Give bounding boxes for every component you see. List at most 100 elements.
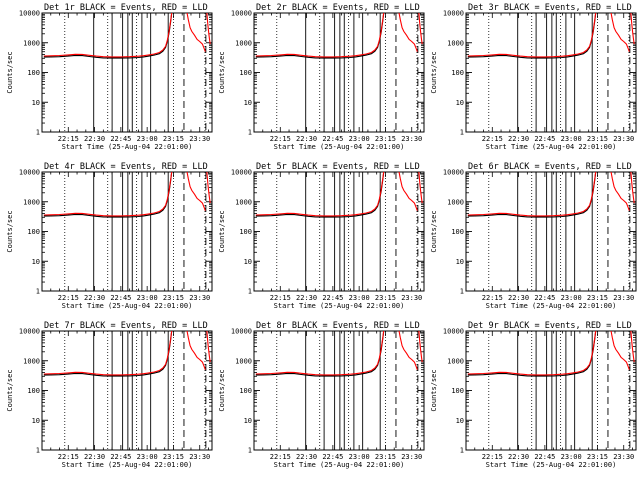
x-axis-label: Start Time (25-Aug-04 22:01:00) <box>274 461 405 469</box>
series-line-lld-2 <box>610 172 630 211</box>
series-line-lld-1 <box>43 172 173 217</box>
series-line-lld-3 <box>206 172 211 204</box>
series-line-lld-1 <box>255 331 385 376</box>
x-tick-label: 23:30 <box>613 453 634 461</box>
panel-5: Det 5r BLACK = Events, RED = LLD 1 10 100 10… <box>218 162 425 310</box>
y-tick-label: 100 <box>239 228 252 236</box>
x-axis-label: Start Time (25-Aug-04 22:01:00) <box>62 302 193 310</box>
series-group <box>43 331 211 377</box>
series-line-lld-1 <box>255 172 385 217</box>
series-group <box>43 13 211 59</box>
y-tick-label: 1000 <box>447 357 464 365</box>
y-tick-label: 1 <box>36 447 40 455</box>
x-tick-label: 23:30 <box>401 135 422 143</box>
x-tick-label: 22:45 <box>322 294 343 302</box>
x-tick-label: 22:15 <box>270 294 291 302</box>
plot-frame <box>253 171 425 292</box>
plot-frame <box>465 171 637 292</box>
marker-lines <box>276 331 419 450</box>
y-tick-label: 1000 <box>23 39 40 47</box>
x-tick-label: 23:00 <box>349 294 370 302</box>
y-tick-label: 10 <box>456 258 464 266</box>
y-tick-label: 1 <box>248 129 252 137</box>
marker-lines <box>276 172 419 291</box>
plot-frame <box>253 12 425 133</box>
x-tick-label: 23:15 <box>163 294 184 302</box>
x-tick-label: 22:45 <box>110 453 131 461</box>
y-tick-label: 10 <box>456 99 464 107</box>
panel-title: Det 3r BLACK = Events, RED = LLD <box>468 3 632 13</box>
marker-lines <box>488 172 631 291</box>
y-tick-label: 100 <box>239 387 252 395</box>
y-axis-label: Counts/sec <box>218 210 226 252</box>
y-tick-label: 1000 <box>235 39 252 47</box>
series-group <box>43 172 211 218</box>
x-tick-label: 22:30 <box>84 453 105 461</box>
panel-2: Det 2r BLACK = Events, RED = LLD 1 10 100 10… <box>218 3 425 151</box>
plot-frame <box>465 330 637 451</box>
x-tick-label: 22:15 <box>58 453 79 461</box>
y-tick-label: 100 <box>451 228 464 236</box>
y-tick-label: 1000 <box>235 198 252 206</box>
x-tick-label: 22:45 <box>322 135 343 143</box>
series-line-lld-3 <box>206 13 211 45</box>
x-tick-label: 23:00 <box>137 294 158 302</box>
series-line-lld-2 <box>610 331 630 370</box>
y-tick-label: 1 <box>36 288 40 296</box>
x-tick-label: 22:15 <box>58 135 79 143</box>
series-line-lld-2 <box>186 13 206 52</box>
y-tick-label: 10 <box>456 417 464 425</box>
marker-lines <box>64 172 207 291</box>
panel-title: Det 2r BLACK = Events, RED = LLD <box>256 3 420 13</box>
y-axis-label: Counts/sec <box>6 51 14 93</box>
series-line-lld-3 <box>630 172 635 204</box>
plot-frame <box>41 330 213 451</box>
y-tick-label: 10 <box>244 258 252 266</box>
x-tick-label: 23:00 <box>137 135 158 143</box>
x-tick-label: 22:30 <box>508 453 529 461</box>
x-tick-label: 22:30 <box>84 135 105 143</box>
series-line-lld-1 <box>467 172 597 217</box>
x-tick-label: 23:00 <box>349 135 370 143</box>
panel-title: Det 9r BLACK = Events, RED = LLD <box>468 321 632 331</box>
y-tick-label: 100 <box>27 228 40 236</box>
x-tick-label: 22:30 <box>296 453 317 461</box>
x-tick-label: 23:00 <box>137 453 158 461</box>
x-tick-label: 23:30 <box>189 294 210 302</box>
y-tick-label: 1000 <box>23 198 40 206</box>
y-tick-label: 100 <box>27 387 40 395</box>
panel-7: Det 7r BLACK = Events, RED = LLD 1 10 100 10… <box>6 321 213 469</box>
x-tick-label: 23:30 <box>401 294 422 302</box>
x-tick-label: 23:00 <box>561 453 582 461</box>
panel-title: Det 8r BLACK = Events, RED = LLD <box>256 321 420 331</box>
y-tick-label: 1000 <box>23 357 40 365</box>
y-axis-label: Counts/sec <box>430 369 438 411</box>
y-axis-label: Counts/sec <box>218 369 226 411</box>
y-tick-label: 100 <box>451 387 464 395</box>
y-tick-label: 1000 <box>447 39 464 47</box>
panel-4: Det 4r BLACK = Events, RED = LLD 1 10 100 10… <box>6 162 213 310</box>
series-line-lld-2 <box>186 331 206 370</box>
panel-8: Det 8r BLACK = Events, RED = LLD 1 10 100 10… <box>218 321 425 469</box>
y-tick-label: 100 <box>239 69 252 77</box>
plot-frame <box>253 330 425 451</box>
series-line-lld-1 <box>255 13 385 58</box>
y-tick-label: 10000 <box>443 328 464 336</box>
series-line-lld-3 <box>206 331 211 363</box>
marker-lines <box>64 331 207 450</box>
y-axis-label: Counts/sec <box>6 210 14 252</box>
series-line-lld-2 <box>186 172 206 211</box>
series-line-lld-2 <box>398 331 418 370</box>
x-tick-label: 23:15 <box>587 294 608 302</box>
x-tick-label: 22:45 <box>534 135 555 143</box>
panel-title: Det 6r BLACK = Events, RED = LLD <box>468 162 632 172</box>
panel-6: Det 6r BLACK = Events, RED = LLD 1 10 100 10… <box>430 162 637 310</box>
x-tick-label: 22:15 <box>482 453 503 461</box>
plot-frame <box>41 12 213 133</box>
series-line-lld-2 <box>398 172 418 211</box>
series-line-lld-3 <box>418 13 423 45</box>
x-axis-label: Start Time (25-Aug-04 22:01:00) <box>486 461 617 469</box>
x-tick-label: 23:30 <box>189 135 210 143</box>
y-tick-label: 10 <box>32 417 40 425</box>
y-tick-label: 1 <box>460 129 464 137</box>
